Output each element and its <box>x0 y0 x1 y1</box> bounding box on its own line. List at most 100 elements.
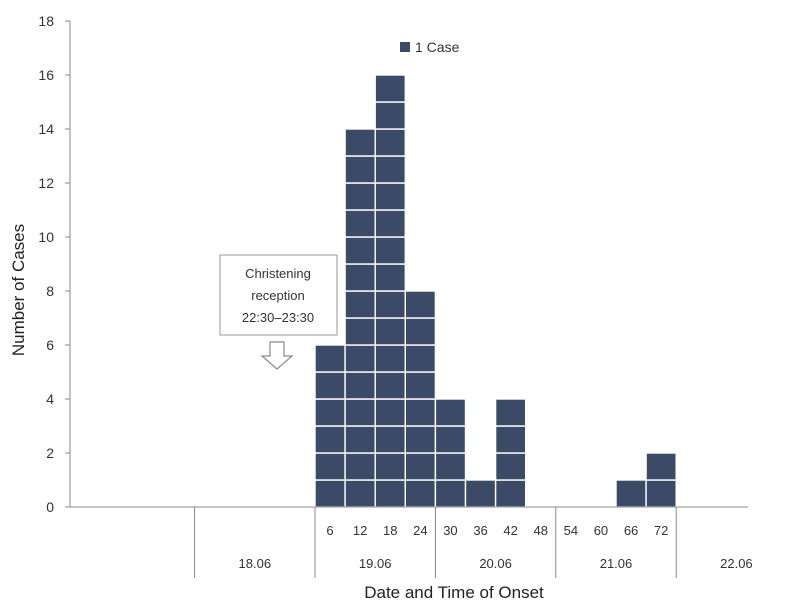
x-tick-label: 42 <box>503 523 517 538</box>
y-tick-label: 0 <box>46 499 54 515</box>
case-cell <box>434 452 467 481</box>
case-cell <box>344 371 376 400</box>
bar <box>494 398 527 508</box>
x-tick-label: 6 <box>326 523 333 538</box>
y-tick-label: 8 <box>46 283 54 299</box>
case-cell <box>344 479 376 508</box>
case-cell <box>374 425 407 454</box>
case-cell <box>344 425 376 454</box>
case-cell <box>464 479 497 508</box>
bar <box>374 74 407 508</box>
y-tick-label: 10 <box>38 229 54 245</box>
case-cell <box>374 209 407 238</box>
y-tick-label: 16 <box>38 67 54 83</box>
bar <box>434 398 467 508</box>
case-cell <box>494 398 527 427</box>
annotation: Christening reception 22:30–23:30 <box>219 254 338 370</box>
case-cell <box>645 479 677 508</box>
legend: 1 Case <box>400 39 460 55</box>
case-cell <box>404 344 437 373</box>
date-label: 20.06 <box>479 556 512 571</box>
date-label: 22.06 <box>720 556 753 571</box>
x-tick-label: 18 <box>383 523 397 538</box>
case-cell <box>494 425 527 454</box>
x-tick-label: 48 <box>534 523 548 538</box>
y-tick-label: 12 <box>38 175 54 191</box>
case-cell <box>374 155 407 184</box>
case-cell <box>404 290 437 319</box>
annotation-line-3: 22:30–23:30 <box>242 310 314 325</box>
case-cell <box>374 398 407 427</box>
case-cell <box>404 371 437 400</box>
case-cell <box>374 74 407 103</box>
case-cell <box>344 236 376 265</box>
down-arrow-icon <box>260 341 294 370</box>
case-cell <box>494 452 527 481</box>
case-cell <box>374 290 407 319</box>
case-cell <box>314 344 346 373</box>
y-tick-label: 6 <box>46 337 54 353</box>
case-cell <box>434 425 467 454</box>
case-cell <box>404 452 437 481</box>
date-label: 19.06 <box>359 556 392 571</box>
y-axis: 0 2 4 6 8 10 12 14 16 18 <box>38 13 71 515</box>
case-cell <box>374 479 407 508</box>
annotation-box <box>219 254 338 336</box>
x-tick-label: 24 <box>413 523 427 538</box>
case-cell <box>344 398 376 427</box>
case-cell <box>645 452 677 481</box>
case-cell <box>344 290 376 319</box>
annotation-line-1: Christening <box>245 266 311 281</box>
case-cell <box>374 317 407 346</box>
case-cell <box>374 182 407 211</box>
x-tick-label: 12 <box>353 523 367 538</box>
bar <box>464 479 497 508</box>
case-cell <box>344 209 376 238</box>
case-cell <box>344 317 376 346</box>
legend-swatch <box>400 42 410 52</box>
x-tick-label: 30 <box>443 523 457 538</box>
bar <box>404 290 437 508</box>
case-cell <box>344 155 376 184</box>
x-tick-label: 36 <box>473 523 487 538</box>
bar <box>645 452 677 508</box>
y-tick-label: 2 <box>46 445 54 461</box>
bar <box>344 128 376 508</box>
case-cell <box>314 425 346 454</box>
case-cell <box>404 479 437 508</box>
case-cell <box>494 479 527 508</box>
bar <box>314 344 346 508</box>
case-cell <box>374 263 407 292</box>
case-cell <box>374 236 407 265</box>
case-cell <box>374 452 407 481</box>
bars <box>314 74 677 508</box>
y-tick-label: 18 <box>38 13 54 29</box>
case-cell <box>344 128 376 157</box>
case-cell <box>374 344 407 373</box>
case-cell <box>434 479 467 508</box>
case-cell <box>434 398 467 427</box>
case-cell <box>374 371 407 400</box>
date-label: 21.06 <box>600 556 633 571</box>
case-cell <box>314 371 346 400</box>
case-cell <box>344 452 376 481</box>
case-cell <box>615 479 647 508</box>
case-cell <box>314 398 346 427</box>
y-tick-label: 14 <box>38 121 54 137</box>
x-axis: 6 12 18 24 30 36 42 48 54 60 66 72 18.06 19.06 20.06 21… <box>70 506 753 578</box>
annotation-line-2: reception <box>251 288 304 303</box>
x-tick-label: 66 <box>624 523 638 538</box>
case-cell <box>344 344 376 373</box>
x-axis-title: Date and Time of Onset <box>364 583 544 602</box>
case-cell <box>404 317 437 346</box>
legend-label: 1 Case <box>415 39 460 55</box>
bar <box>615 479 647 508</box>
case-cell <box>344 182 376 211</box>
date-label: 18.06 <box>239 556 272 571</box>
y-axis-title: Number of Cases <box>9 224 28 356</box>
case-cell <box>404 398 437 427</box>
y-tick-label: 4 <box>46 391 54 407</box>
case-cell <box>374 128 407 157</box>
x-tick-label: 60 <box>594 523 608 538</box>
